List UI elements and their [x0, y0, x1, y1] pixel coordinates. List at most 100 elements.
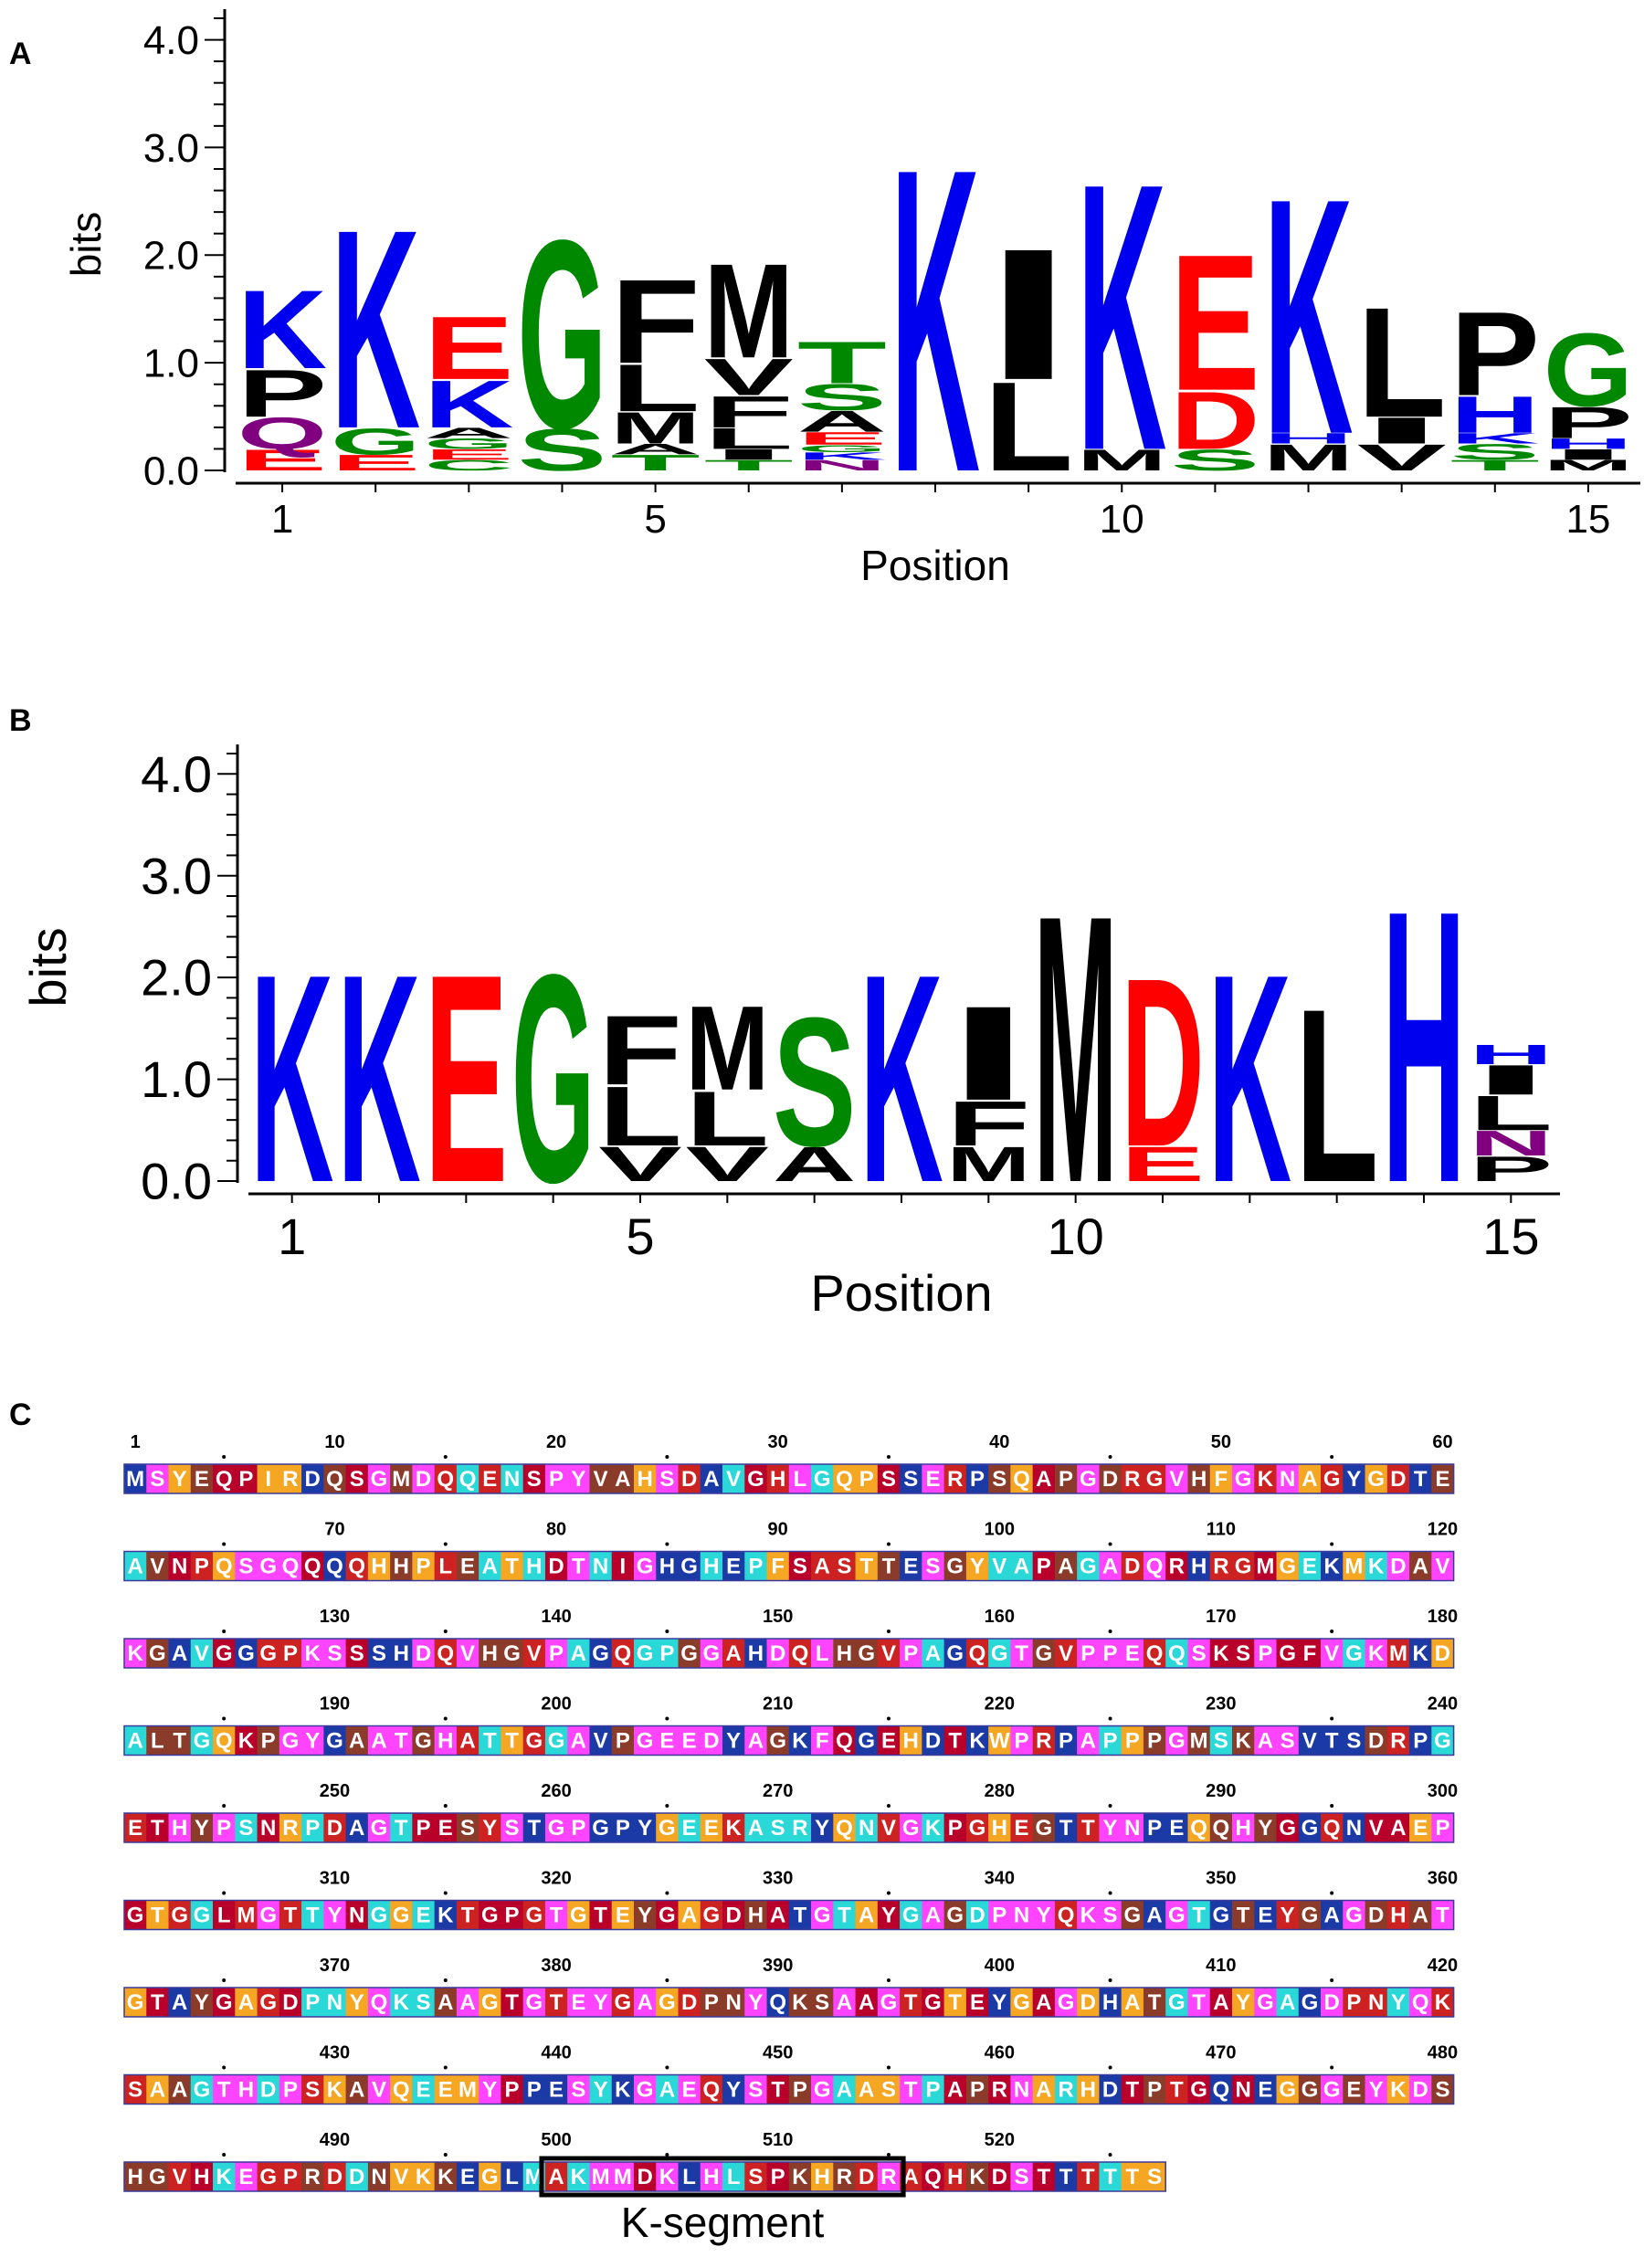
- residue-letter: E: [1435, 1467, 1449, 1492]
- residue-cell: [1209, 1639, 1233, 1668]
- residue-number: 340: [985, 1869, 1015, 1889]
- residue-cell: [1099, 1900, 1122, 1930]
- residue-cell: [1165, 1988, 1188, 2017]
- residue-letter: G: [1168, 1990, 1186, 2015]
- residue-cell: [279, 1464, 302, 1493]
- residue-cell: [1077, 1725, 1100, 1756]
- residue-cell: [1365, 1725, 1388, 1756]
- residue-letter: Y: [327, 1904, 342, 1928]
- logo-letter-K: K: [890, 78, 980, 563]
- residue-letter: A: [349, 1729, 364, 1754]
- residue-letter: P: [1435, 1816, 1449, 1841]
- residue-cell: [1386, 1639, 1410, 1668]
- residue-cell: [390, 1725, 413, 1756]
- logo-letter-K: K: [1264, 130, 1354, 505]
- residue-cell: [1321, 1988, 1344, 2017]
- residue-letter: A: [725, 1641, 741, 1666]
- residue-cell: [323, 1639, 347, 1668]
- residue-cell: [900, 2074, 922, 2104]
- residue-cell: [367, 1464, 391, 1493]
- residue-cell: [567, 1900, 590, 1930]
- residue-letter: N: [1280, 1467, 1295, 1492]
- residue-letter: G: [969, 1816, 986, 1841]
- residue-letter: K: [969, 2165, 985, 2189]
- residue-letter: Y: [1280, 1904, 1295, 1928]
- residue-cell: [788, 1639, 812, 1668]
- residue-cell: [522, 1988, 546, 2017]
- panel-label-a: A: [9, 37, 32, 71]
- residue-cell: [1121, 1464, 1144, 1493]
- residue-cell: [1365, 2074, 1388, 2104]
- logo-letter-E: E: [797, 428, 887, 448]
- residue-cell: [345, 1551, 369, 1581]
- residue-letter: R: [1213, 1555, 1228, 1579]
- residue-cell: [1343, 1639, 1366, 1668]
- residue-cell: [1276, 1464, 1300, 1493]
- residue-number: 470: [1206, 2043, 1236, 2063]
- residue-letter: Y: [482, 1816, 497, 1841]
- residue-letter: A: [127, 1729, 142, 1754]
- residue-cell: [146, 1464, 170, 1493]
- residue-cell: [390, 1900, 413, 1930]
- residue-letter: L: [727, 2165, 741, 2189]
- residue-letter: G: [1367, 1467, 1385, 1492]
- residue-cell: [279, 1988, 302, 2017]
- residue-cell: [190, 2162, 214, 2191]
- residue-letter: Y: [726, 1729, 741, 1754]
- residue-cell: [279, 1725, 302, 1756]
- residue-letter: Q: [1323, 1816, 1341, 1841]
- residue-cell: [1321, 1813, 1344, 1842]
- residue-letter: A: [571, 1641, 586, 1666]
- residue-letter: L: [816, 1641, 829, 1666]
- residue-cell: [1254, 1988, 1278, 2017]
- residue-cell: [700, 1900, 723, 1930]
- residue-cell: [1365, 1900, 1388, 1930]
- residue-letter: M: [592, 2165, 610, 2189]
- residue-letter: H: [815, 2165, 830, 2189]
- residue-number: 380: [541, 1956, 571, 1976]
- residue-cell: [589, 2162, 613, 2191]
- y-tick-label: 4.0: [143, 18, 199, 63]
- logo-letter-L: L: [984, 355, 1073, 498]
- residue-cell: [323, 1813, 347, 1842]
- residue-letter: H: [1080, 2078, 1096, 2103]
- residue-letter: P: [1346, 1990, 1361, 2015]
- residue-cell: [656, 1900, 679, 1930]
- residue-letter: P: [305, 1990, 320, 2015]
- logo-letter-K: K: [237, 267, 327, 392]
- residue-letter: V: [394, 2165, 408, 2189]
- logo-letter-M: M: [704, 236, 794, 386]
- residue-cell: [567, 1551, 590, 1581]
- residue-cell: [900, 1725, 922, 1756]
- residue-cell: [922, 1725, 945, 1756]
- residue-letter: K: [792, 2165, 808, 2189]
- residue-cell: [235, 1551, 258, 1581]
- residue-letter: G: [814, 1467, 831, 1492]
- logo-letter-L: L: [704, 422, 794, 456]
- residue-letter: S: [771, 1816, 785, 1841]
- residue-letter: V: [1435, 1555, 1449, 1579]
- residue-number: 520: [985, 2130, 1015, 2150]
- residue-cell: [146, 1725, 170, 1756]
- residue-letter: G: [1035, 1641, 1052, 1666]
- residue-cell: [1232, 1551, 1255, 1581]
- logo-letter-M: M: [611, 403, 701, 453]
- residue-letter: D: [548, 1555, 564, 1579]
- residue-cell: [412, 1988, 436, 2017]
- residue-number: 210: [763, 1694, 793, 1714]
- residue-cell: [279, 1639, 302, 1668]
- residue-letter: R: [792, 1816, 807, 1841]
- residue-cell: [1298, 1725, 1322, 1756]
- y-tick-label: 3.0: [143, 126, 199, 171]
- residue-letter: G: [415, 1729, 432, 1754]
- residue-number: 10: [324, 1432, 344, 1452]
- residue-letter: P: [283, 2078, 298, 2103]
- residue-cell: [633, 1551, 657, 1581]
- residue-number: 460: [985, 2043, 1015, 2063]
- residue-cell: [678, 1900, 701, 1930]
- residue-cell: [1409, 1639, 1432, 1668]
- residue-cell: [1298, 1464, 1322, 1493]
- residue-letter: S: [238, 1555, 253, 1579]
- residue-cell: [434, 1988, 458, 2017]
- residue-letter: G: [1190, 2078, 1207, 2103]
